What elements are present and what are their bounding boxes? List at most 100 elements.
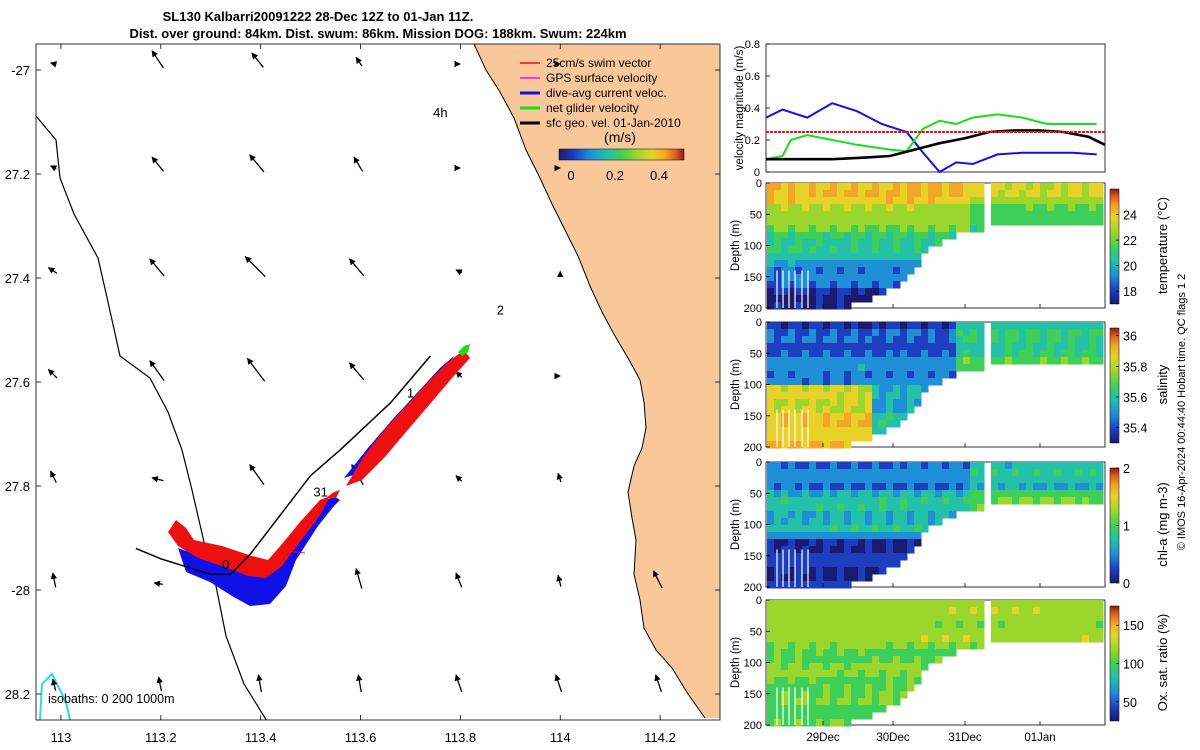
section-cell [774, 642, 782, 650]
section-cell [767, 677, 775, 685]
section-cell [1012, 469, 1020, 477]
section-cell [1040, 483, 1048, 491]
section-cell [851, 232, 859, 240]
section-cell [949, 469, 957, 477]
section-cell [788, 322, 796, 330]
section-cell [830, 420, 838, 428]
section-cell [1075, 600, 1083, 608]
section-cell [767, 490, 775, 498]
section-cell [830, 670, 838, 678]
section-cell [788, 197, 796, 205]
section-cell [928, 607, 936, 615]
section-cell [879, 677, 887, 685]
section-cell [1096, 183, 1104, 191]
section-cell [816, 607, 824, 615]
section-cell [893, 413, 901, 421]
section-cell [823, 698, 831, 706]
section-cell [935, 621, 943, 629]
section-cell [886, 260, 894, 268]
depth-tick-label: 0 [756, 178, 762, 190]
section-cell [767, 357, 775, 365]
section-cell [823, 322, 831, 330]
section-cell [893, 628, 901, 636]
section-cell [851, 267, 859, 275]
section-cell [893, 635, 901, 643]
section-cell [1054, 621, 1062, 629]
section-cell [907, 232, 915, 240]
sfc-velocity-arrow [251, 52, 264, 68]
section-cell [781, 434, 789, 442]
section-cell [914, 504, 922, 512]
section-cell [858, 553, 866, 561]
velocity-panel: 00.20.40.60.8 velocity magnitude (m/s) [734, 39, 1106, 179]
section-cell [963, 469, 971, 477]
time-axis: 29Dec 30Dec 31Dec 01Jan [806, 732, 1055, 744]
red-track-band-upper [346, 350, 470, 486]
section-cell [956, 614, 964, 622]
section-cell [767, 670, 775, 678]
section-cell [823, 649, 831, 657]
section-cell [781, 490, 789, 498]
section-cell [1096, 190, 1104, 198]
section-cell [900, 621, 908, 629]
velocity-ylabel: velocity magnitude (m/s) [734, 46, 746, 171]
section-cell [858, 539, 866, 547]
section-cell [823, 656, 831, 664]
section-cell [893, 211, 901, 219]
section-cell [767, 190, 775, 198]
section-cell [851, 253, 859, 261]
section-cell [830, 385, 838, 393]
section-cell [795, 684, 803, 692]
section-cell [865, 539, 873, 547]
section-cell [879, 518, 887, 526]
section-cell [1089, 497, 1097, 505]
depth-tick-label: 150 [744, 411, 762, 423]
section-cell [844, 427, 852, 435]
section-cell [900, 371, 908, 379]
section-cell [830, 663, 838, 671]
section-cell [977, 462, 985, 470]
section-cell [879, 274, 887, 282]
section-cell [1068, 607, 1076, 615]
sfc-velocity-arrow [50, 572, 58, 588]
section-cell [949, 649, 957, 657]
section-cell [956, 218, 964, 226]
section-cell [907, 525, 915, 533]
section-cell [774, 336, 782, 344]
section-cell [816, 614, 824, 622]
section-cell [879, 476, 887, 484]
section-cell [844, 462, 852, 470]
section-cell [977, 483, 985, 491]
section-cell [809, 371, 817, 379]
section-cell [935, 483, 943, 491]
section-cell [802, 642, 810, 650]
section-cell [872, 539, 880, 547]
section-cell [879, 288, 887, 296]
section-cell [1096, 476, 1104, 484]
section-cell [816, 371, 824, 379]
section-cell [795, 267, 803, 275]
section-cell [865, 434, 873, 442]
section-cell [795, 385, 803, 393]
section-cell [795, 635, 803, 643]
section-cell [935, 511, 943, 519]
section-cell [837, 532, 845, 540]
section-cell [844, 260, 852, 268]
section-cell [767, 420, 775, 428]
section-cell [816, 246, 824, 254]
section-cell [1054, 635, 1062, 643]
section-cell [865, 427, 873, 435]
section-cell [914, 392, 922, 400]
section-cell [893, 539, 901, 547]
section-cell [851, 539, 859, 547]
section-cell [802, 462, 810, 470]
section-cell [914, 246, 922, 254]
section-cell [830, 567, 838, 575]
section-cell [795, 357, 803, 365]
section-cell [1082, 343, 1090, 351]
section-cell [998, 329, 1006, 337]
section-cell [774, 392, 782, 400]
section-cell [1089, 628, 1097, 636]
section-cell [844, 197, 852, 205]
section-cell [767, 239, 775, 247]
